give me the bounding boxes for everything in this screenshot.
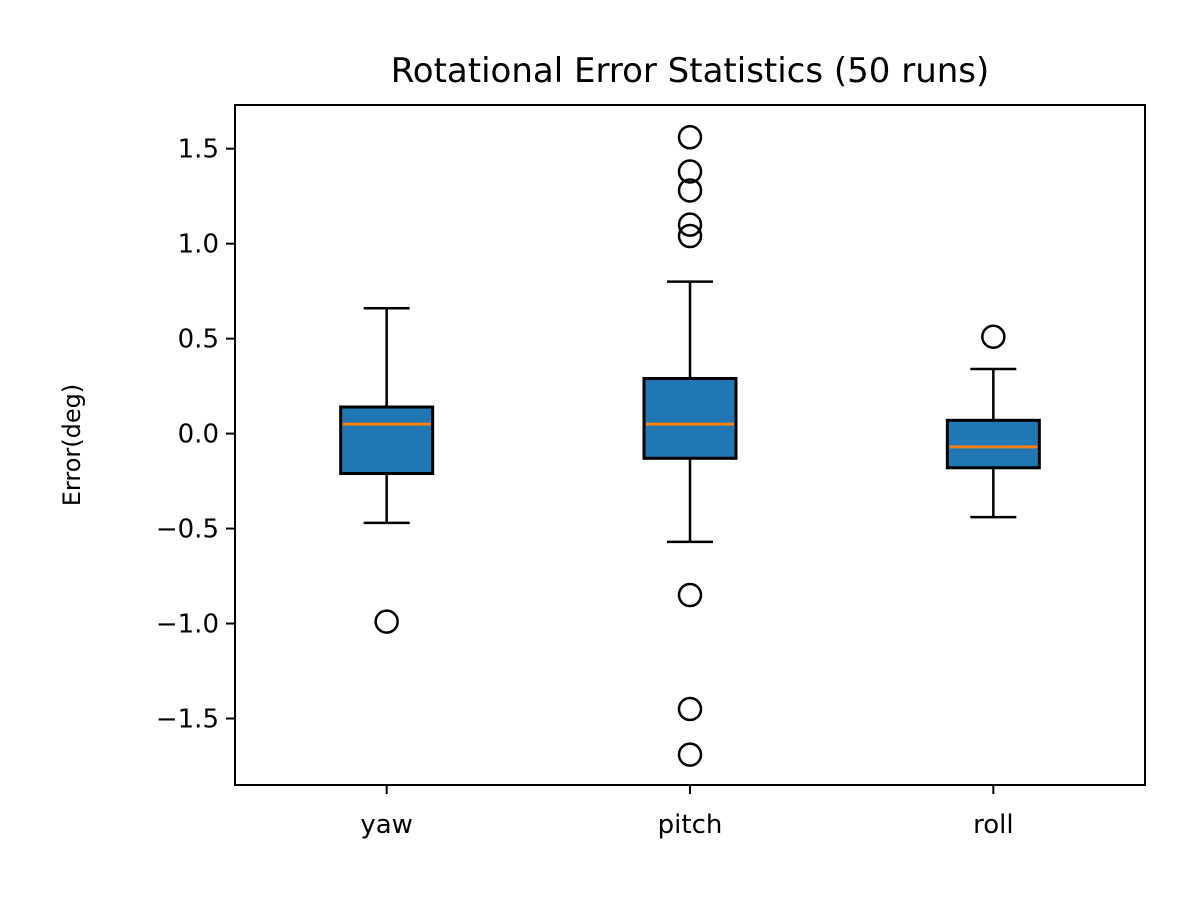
outlier-point [374, 609, 399, 634]
outlier-point [677, 696, 703, 722]
outlier-point [677, 582, 703, 608]
y-tick-label: 1.5 [178, 135, 219, 165]
y-tick-label: 0.0 [178, 420, 219, 450]
outlier-point [677, 159, 703, 184]
x-axis-ticks: yaw pitch roll [360, 785, 1014, 840]
x-tick-label: roll [973, 810, 1013, 840]
y-tick-label: −0.5 [156, 515, 219, 545]
iqr-box [339, 405, 435, 475]
y-tick-label: 0.5 [178, 325, 219, 355]
iqr-box [642, 377, 738, 460]
y-tick-label: −1.5 [156, 705, 219, 735]
plot-frame [234, 104, 1146, 786]
outlier-point [677, 742, 703, 767]
y-axis-ticks: −1.5 −1.0 −0.5 0.0 0.5 1.0 1.5 [156, 135, 235, 735]
x-tick-label: pitch [658, 810, 723, 840]
y-axis-label: Error(deg) [58, 384, 86, 506]
box-yaw [339, 306, 435, 634]
outlier-point [677, 125, 703, 150]
y-tick-label: −1.0 [156, 610, 219, 640]
outlier-point [677, 212, 703, 237]
box-series [339, 125, 1041, 767]
outlier-point [981, 324, 1006, 349]
chart-title: Rotational Error Statistics (50 runs) [391, 51, 990, 91]
box-roll [945, 324, 1041, 519]
outlier-point [677, 223, 703, 249]
box-pitch [642, 125, 738, 767]
iqr-box [945, 418, 1041, 470]
y-tick-label: 1.0 [178, 230, 219, 260]
x-tick-label: yaw [360, 810, 413, 840]
outlier-point [677, 178, 703, 203]
